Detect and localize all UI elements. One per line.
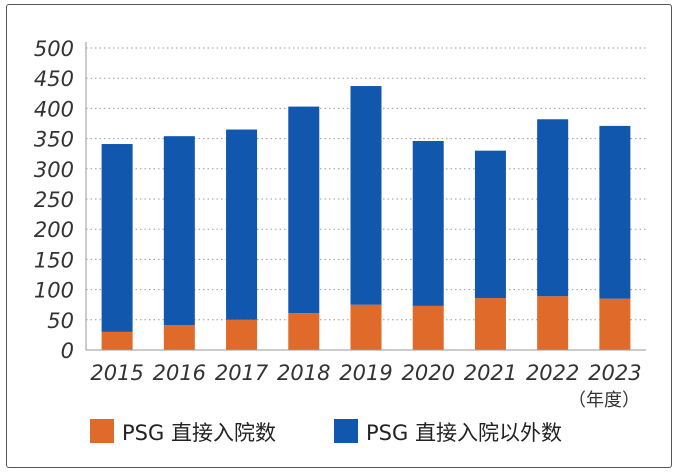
x-tick-label: 2023 bbox=[588, 361, 641, 385]
y-axis-ticks: 0 50 100 150 200 250 300 350 400 450 500 bbox=[34, 37, 74, 363]
bar-direct-2018 bbox=[288, 313, 320, 350]
bar-direct-2020 bbox=[412, 305, 444, 350]
y-tick-label: 200 bbox=[34, 218, 74, 242]
x-tick-label: 2022 bbox=[526, 361, 579, 385]
x-tick-label: 2020 bbox=[401, 361, 454, 385]
x-axis-unit-label: （年度） bbox=[568, 390, 640, 411]
x-tick-label: 2017 bbox=[215, 361, 269, 385]
bar-direct-2019 bbox=[350, 304, 382, 350]
bar-other-2020 bbox=[412, 141, 444, 306]
bar-other-2023 bbox=[599, 125, 631, 299]
y-tick-label: 0 bbox=[61, 339, 74, 363]
legend-label-other: PSG 直接入院以外数 bbox=[366, 421, 562, 445]
y-tick-label: 350 bbox=[34, 128, 74, 152]
y-tick-label: 450 bbox=[34, 67, 74, 91]
legend-swatch-other bbox=[334, 419, 358, 443]
x-tick-label: 2019 bbox=[339, 361, 392, 385]
y-tick-label: 500 bbox=[34, 37, 74, 61]
legend-label-direct: PSG 直接入院数 bbox=[122, 421, 276, 445]
y-tick-label: 250 bbox=[34, 188, 74, 212]
x-tick-label: 2015 bbox=[90, 361, 143, 385]
legend: PSG 直接入院数 PSG 直接入院以外数 bbox=[90, 419, 562, 445]
bar-other-2015 bbox=[101, 144, 133, 332]
bar-other-2019 bbox=[350, 86, 382, 305]
bar-direct-2021 bbox=[474, 298, 506, 350]
bar-direct-2023 bbox=[599, 298, 631, 350]
x-tick-label: 2021 bbox=[464, 361, 517, 385]
bar-other-2021 bbox=[474, 150, 506, 299]
y-tick-label: 100 bbox=[34, 279, 74, 303]
bar-other-2017 bbox=[226, 129, 258, 320]
bar-other-2018 bbox=[288, 106, 320, 314]
bar-other-2016 bbox=[163, 136, 195, 326]
chart-frame bbox=[6, 4, 672, 468]
x-tick-label: 2016 bbox=[153, 361, 206, 385]
bar-direct-2017 bbox=[226, 319, 258, 350]
bar-direct-2016 bbox=[163, 325, 195, 350]
bar-other-2022 bbox=[537, 119, 569, 297]
bar-direct-2022 bbox=[537, 296, 569, 350]
bars bbox=[101, 86, 631, 350]
legend-swatch-direct bbox=[90, 419, 114, 443]
x-axis-ticks: 2015 2016 2017 2018 2019 2020 2021 2022 2023 bbox=[90, 361, 641, 385]
y-tick-label: 50 bbox=[47, 309, 74, 333]
y-tick-label: 300 bbox=[34, 158, 74, 182]
x-tick-label: 2018 bbox=[277, 361, 330, 385]
y-tick-label: 150 bbox=[34, 248, 74, 272]
y-tick-label: 400 bbox=[34, 97, 74, 121]
bar-direct-2015 bbox=[101, 331, 133, 350]
